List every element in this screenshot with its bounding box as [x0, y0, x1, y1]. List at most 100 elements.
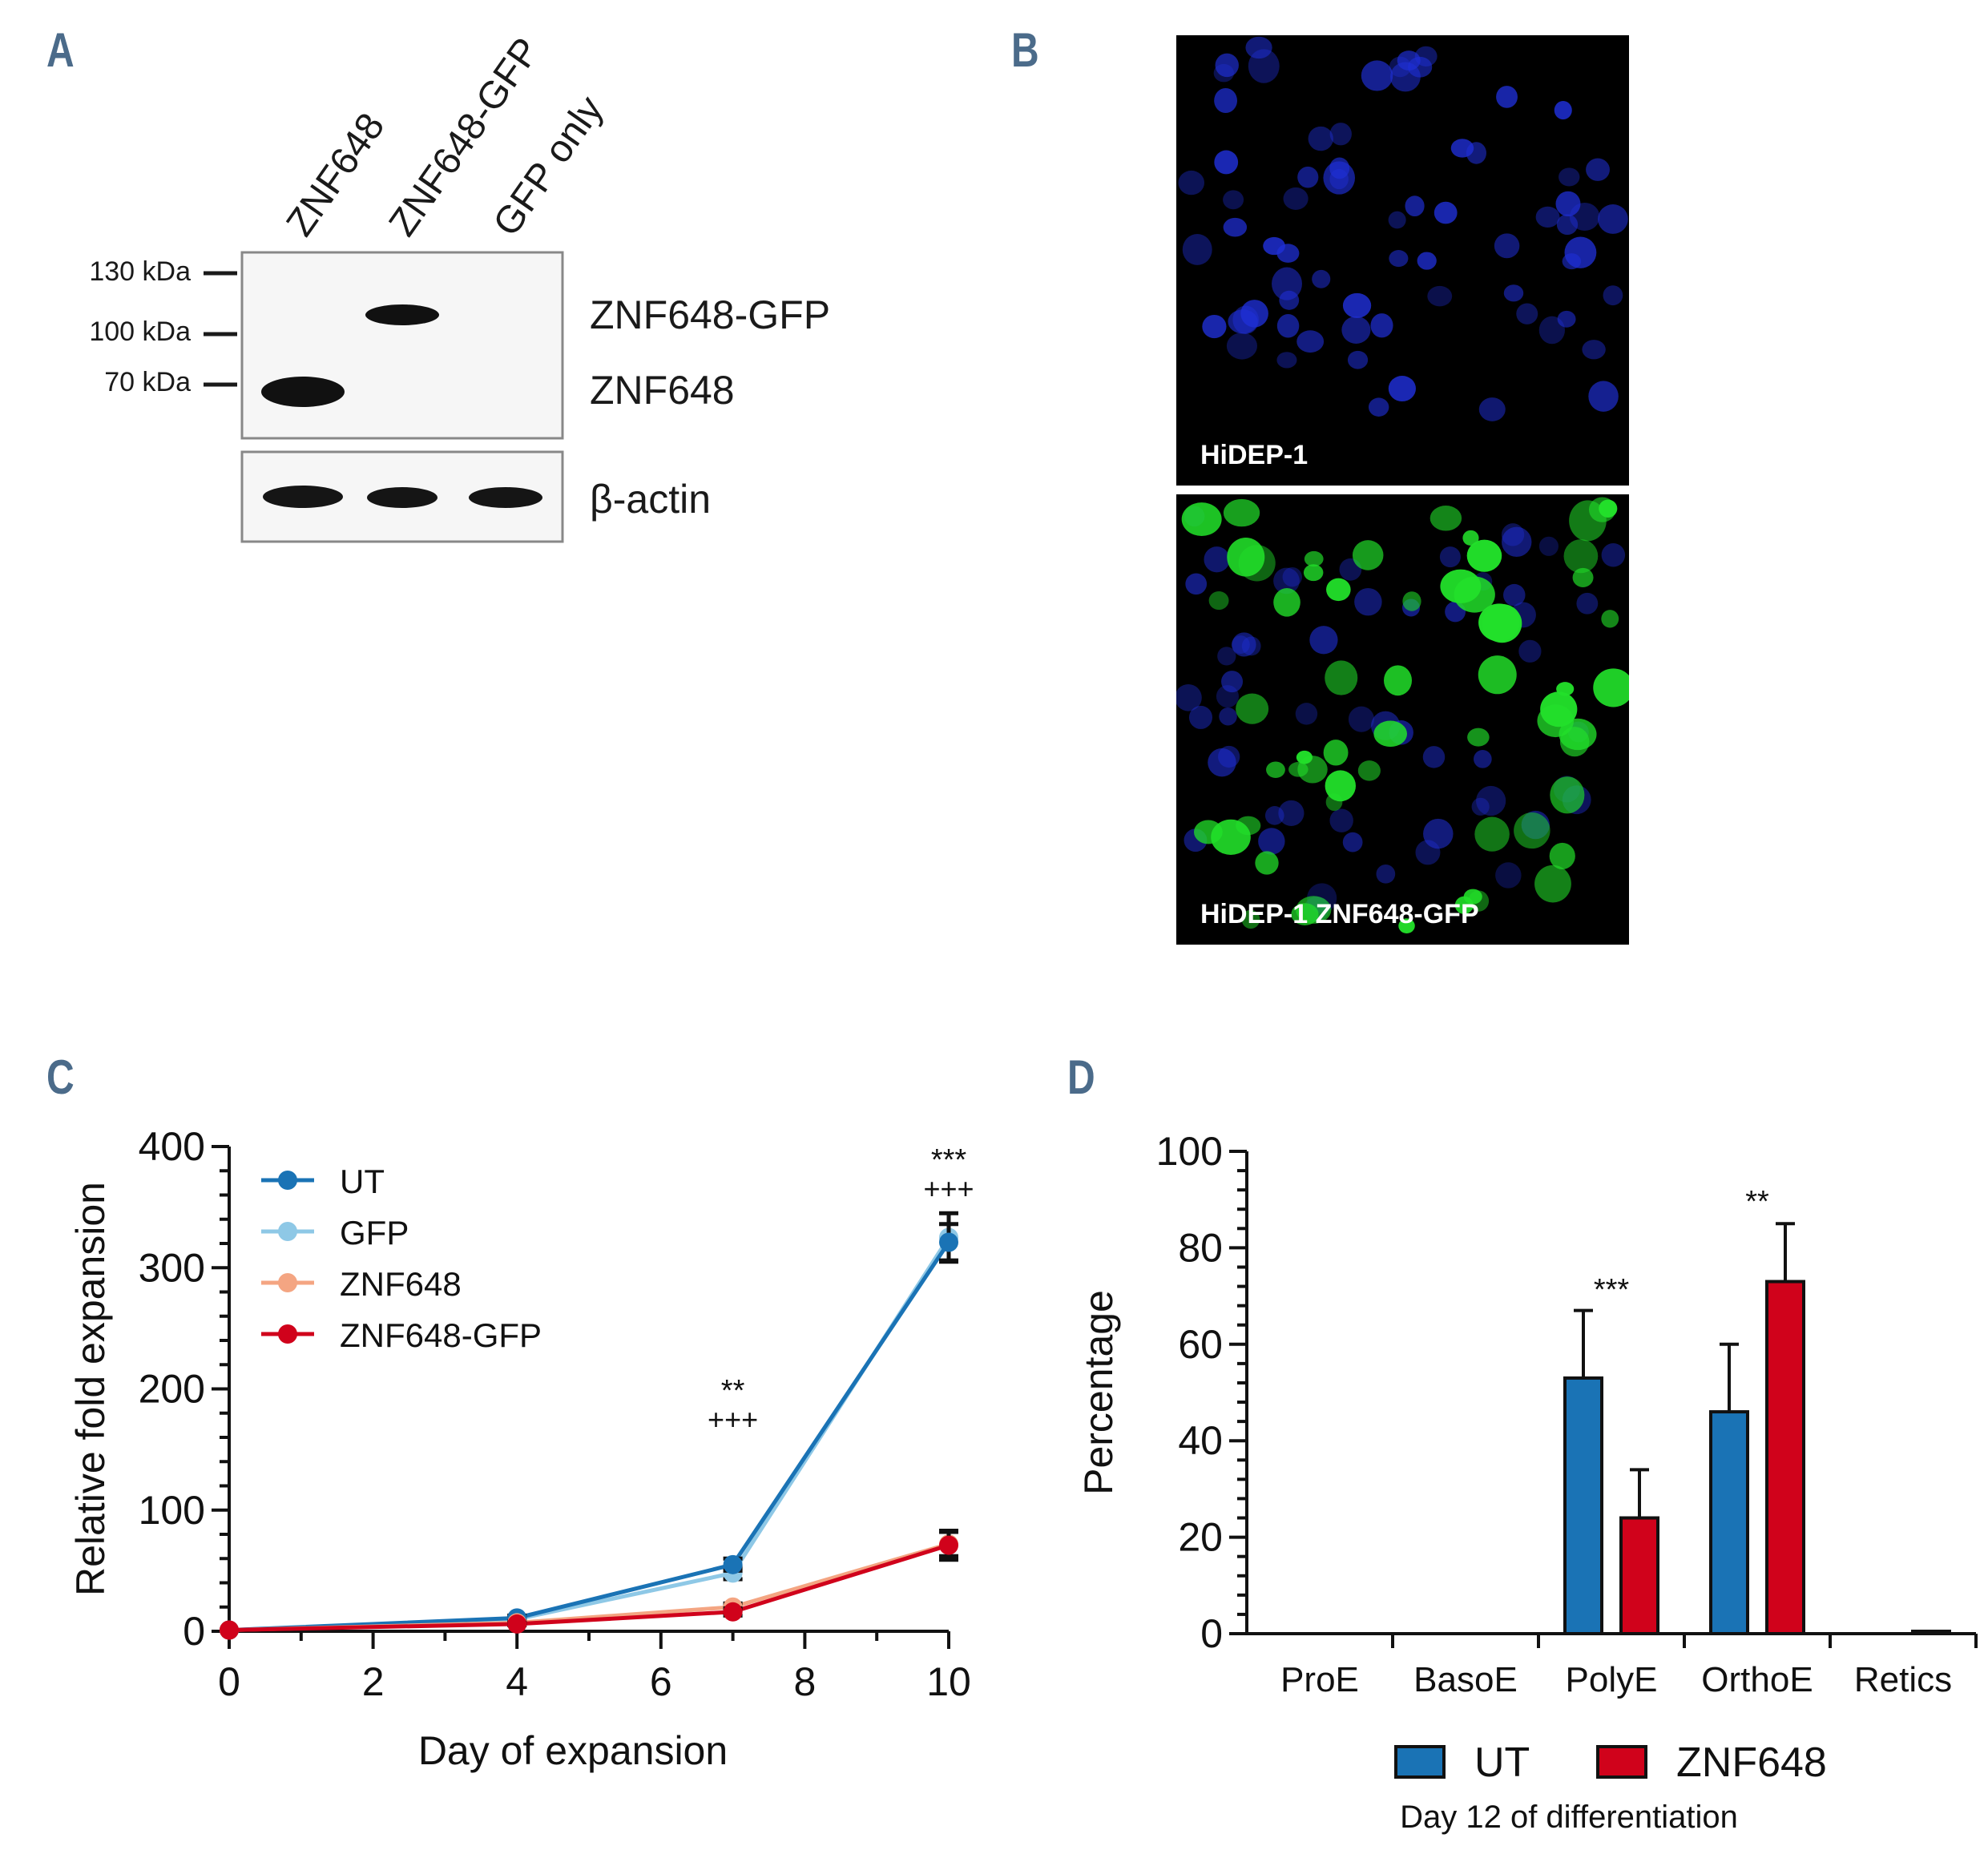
nucleus [1501, 526, 1532, 558]
blot-membrane [240, 251, 564, 440]
gfp-nucleus [1550, 776, 1585, 814]
significance-marker: *** [1594, 1273, 1630, 1307]
nucleus [1361, 60, 1393, 91]
nucleus [1516, 303, 1538, 324]
gfp-nucleus [1514, 812, 1550, 849]
nucleus [1176, 683, 1202, 711]
nucleus [1308, 126, 1333, 151]
x-tick-label: 0 [218, 1659, 240, 1704]
gfp-nucleus [1193, 820, 1223, 844]
data-point-znf648-gfp [939, 1535, 958, 1555]
series-line-znf648-gfp [228, 1543, 950, 1632]
nucleus [1312, 269, 1331, 288]
nucleus [1228, 309, 1258, 334]
nucleus [1282, 566, 1302, 587]
gfp-nucleus [1468, 890, 1490, 912]
band-actin [263, 486, 343, 508]
marker-label: 100 kDa [89, 316, 191, 347]
gfp-nucleus [1208, 590, 1229, 611]
significance-marker: ** [721, 1374, 745, 1408]
gfp-nucleus [1373, 720, 1408, 748]
nucleus [1245, 36, 1272, 59]
panel-label-c: C [46, 1050, 75, 1104]
nucleus [1354, 587, 1382, 616]
nucleus [1562, 253, 1582, 270]
nucleus [1423, 818, 1454, 849]
y-tick-label: 40 [1178, 1418, 1223, 1463]
gfp-nucleus [1325, 660, 1358, 695]
nucleus [1347, 350, 1369, 369]
nucleus [1557, 310, 1576, 328]
x-tick-label: BasoE [1413, 1660, 1518, 1699]
nucleus [1258, 828, 1285, 855]
gfp-nucleus [1325, 793, 1343, 812]
gfp-nucleus [1291, 903, 1319, 925]
nucleus [1555, 191, 1581, 217]
panel-label-b: B [1011, 23, 1039, 77]
marker-label: 70 kDa [104, 367, 191, 397]
gfp-nucleus [1474, 816, 1510, 852]
nucleus [1216, 685, 1240, 708]
series-line-znf648 [228, 1542, 950, 1632]
legend-marker [278, 1324, 297, 1344]
nucleus [1178, 170, 1205, 195]
nucleus [1601, 543, 1626, 567]
nucleus [1598, 204, 1628, 234]
nucleus [1407, 56, 1433, 78]
legend-label: GFP [340, 1214, 409, 1251]
legend-label: ZNF648 [1676, 1739, 1827, 1786]
y-tick-label: 60 [1178, 1322, 1223, 1367]
nucleus [1214, 88, 1237, 114]
panel-label-d: D [1067, 1050, 1095, 1104]
nucleus [1264, 806, 1284, 825]
gfp-nucleus [1467, 728, 1490, 747]
gfp-nucleus [1466, 539, 1502, 572]
gfp-nucleus [1588, 497, 1616, 522]
nucleus [1273, 567, 1300, 594]
nucleus [1213, 63, 1235, 83]
gfp-nucleus [1223, 498, 1260, 527]
gfp-nucleus [1266, 761, 1285, 778]
gfp-nucleus [1559, 718, 1597, 751]
y-tick-label: 0 [183, 1609, 205, 1654]
data-point-ut [723, 1554, 743, 1574]
gfp-nucleus [1241, 909, 1260, 929]
gfp-nucleus [1549, 842, 1575, 869]
microscopy-label-bottom: HiDEP-1 ZNF648-GFP [1200, 899, 1479, 929]
nucleus [1476, 785, 1506, 816]
gfp-nucleus [1357, 760, 1381, 781]
nucleus [1283, 187, 1309, 210]
bar-znf648 [1619, 1516, 1659, 1636]
bar-znf648 [1765, 1280, 1805, 1635]
gfp-nucleus [1288, 762, 1309, 777]
nucleus [1368, 397, 1389, 417]
significance-marker: +++ [923, 1172, 974, 1205]
gfp-nucleus [1593, 668, 1629, 707]
x-axis-title: Day of expansion [418, 1728, 728, 1773]
nucleus [1582, 340, 1606, 360]
gfp-nucleus [1303, 564, 1324, 582]
legend-label: ZNF648 [340, 1265, 462, 1303]
nucleus [1329, 808, 1353, 832]
nucleus [1586, 158, 1610, 181]
microscopy-top: HiDEP-1 [1176, 35, 1629, 486]
y-axis-title: Percentage [1076, 1290, 1121, 1495]
y-tick-label: 300 [139, 1245, 205, 1290]
y-tick-label: 100 [1156, 1129, 1223, 1174]
nucleus [1276, 352, 1297, 369]
nucleus [1569, 202, 1600, 231]
nucleus [1215, 53, 1239, 78]
microscopy-label-top: HiDEP-1 [1200, 440, 1309, 470]
gfp-nucleus [1238, 545, 1276, 582]
legend-marker [278, 1171, 297, 1190]
nucleus [1214, 150, 1239, 175]
nucleus [1263, 236, 1285, 256]
nucleus [1185, 573, 1208, 595]
bar-ut [1563, 1376, 1603, 1635]
gfp-nucleus [1352, 540, 1384, 570]
nucleus [1342, 832, 1363, 852]
nucleus [1323, 161, 1356, 195]
gfp-nucleus [1181, 502, 1222, 536]
nucleus [1232, 632, 1256, 657]
nucleus [1389, 250, 1409, 268]
